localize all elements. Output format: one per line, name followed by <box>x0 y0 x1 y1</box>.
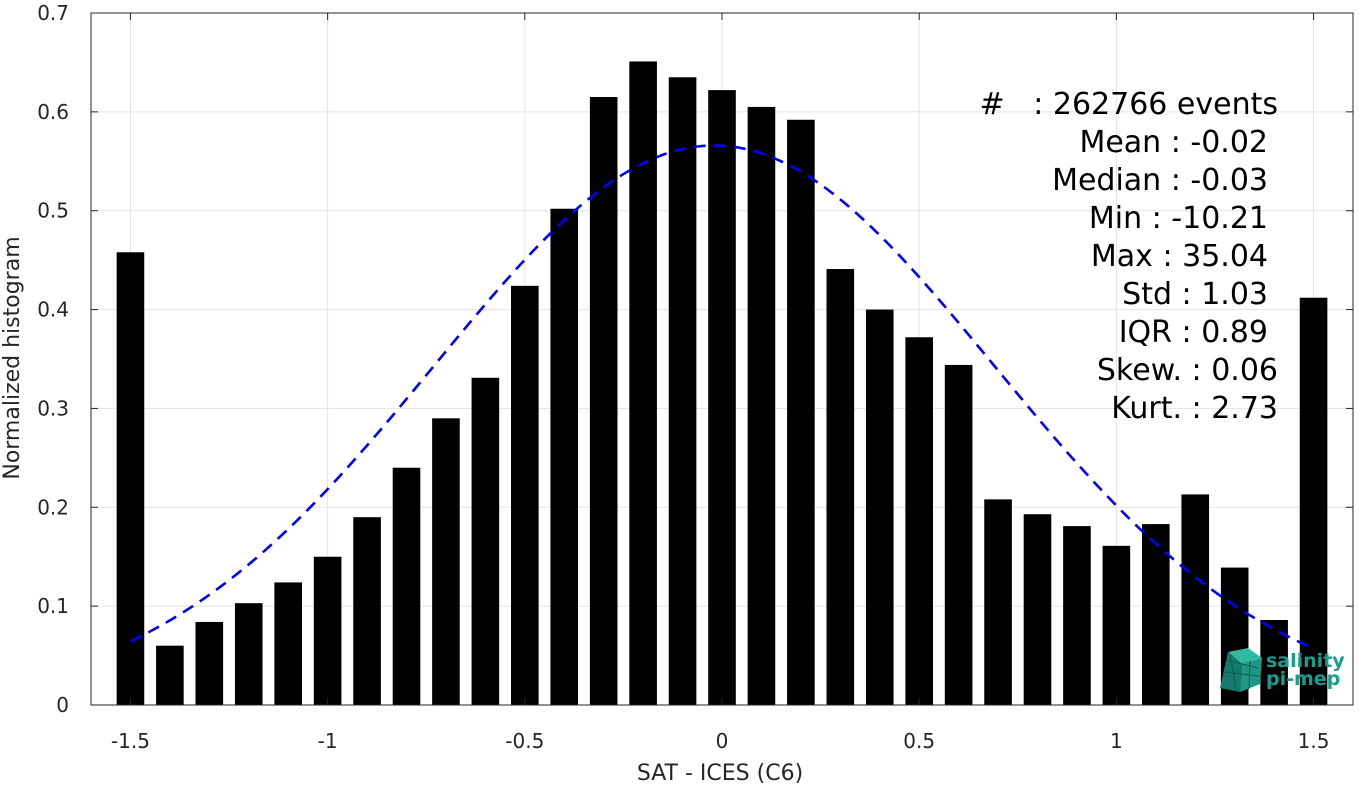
histogram-bar <box>116 252 145 705</box>
stat-std: Std : 1.03 <box>1122 277 1268 312</box>
y-tick-label: 0.3 <box>37 396 69 420</box>
histogram-bar <box>392 467 421 705</box>
x-tick-label: 1.5 <box>1298 729 1330 753</box>
x-tick-label: 0 <box>716 729 729 753</box>
histogram-bar <box>984 499 1012 705</box>
logo-text-pimep: pi-mep <box>1266 668 1340 690</box>
histogram-bar <box>905 337 933 705</box>
logo-cube-icon <box>1220 648 1262 692</box>
histogram-bar <box>1063 526 1091 705</box>
x-tick-label: -1.5 <box>111 729 150 753</box>
histogram-bar <box>353 517 381 705</box>
histogram-bar <box>156 645 184 705</box>
histogram-bar <box>747 106 776 705</box>
histogram-bar <box>668 77 697 705</box>
y-tick-label: 0.5 <box>37 199 69 223</box>
x-tick-label: -0.5 <box>505 729 544 753</box>
histogram-bar <box>589 97 618 706</box>
stat-iqr: IQR : 0.89 <box>1119 315 1268 350</box>
stat-max: Max : 35.04 <box>1091 239 1268 274</box>
y-tick-label: 0.6 <box>37 100 69 124</box>
histogram-bar <box>629 61 657 705</box>
x-axis-label: SAT - ICES (C6) <box>637 761 803 785</box>
histogram-bar <box>234 603 263 705</box>
histogram-bar <box>313 556 342 705</box>
histogram-bar <box>432 418 460 705</box>
salinity-pimep-logo: salinity pi-mep <box>1220 648 1345 692</box>
stat-kurt: Kurt. : 2.73 <box>1111 391 1278 426</box>
y-tick-label: 0 <box>56 693 69 717</box>
histogram-bar <box>865 309 894 705</box>
gaussian-fit-curve <box>129 144 1315 650</box>
statistics-box: # : 262766 events Mean : -0.02 Median : … <box>979 87 1278 426</box>
histogram-bar <box>1102 545 1131 705</box>
y-tick-labels: 0 0.1 0.2 0.3 0.4 0.5 0.6 0.7 <box>37 1 69 717</box>
histogram-bar <box>708 90 736 705</box>
stat-count: # : 262766 events <box>979 87 1278 122</box>
y-axis-label: Normalized histogram <box>0 236 25 479</box>
y-tick-label: 0.2 <box>37 495 69 519</box>
x-tick-label: 0.5 <box>903 729 935 753</box>
histogram-bar <box>1299 297 1328 705</box>
axis-ticks <box>91 12 1353 706</box>
histogram-bar <box>1023 514 1052 705</box>
stat-min: Min : -10.21 <box>1089 201 1268 236</box>
y-tick-label: 0.1 <box>37 594 69 618</box>
x-tick-label: -1 <box>318 729 338 753</box>
histogram-bar <box>274 582 302 705</box>
stat-mean: Mean : -0.02 <box>1079 125 1268 160</box>
histogram-bar <box>1181 494 1210 705</box>
histogram-bar <box>1142 524 1170 705</box>
histogram-bars <box>116 61 1328 706</box>
histogram-bar <box>787 119 815 705</box>
y-tick-label: 0.4 <box>37 298 69 322</box>
histogram-bar <box>550 208 579 706</box>
histogram-bar <box>944 364 973 705</box>
histogram-bar <box>826 269 855 705</box>
x-tick-label: 1 <box>1110 729 1123 753</box>
x-tick-labels: -1.5 -1 -0.5 0 0.5 1 1.5 <box>111 729 1330 753</box>
logo-text-salinity: salinity <box>1266 650 1345 672</box>
stat-skew: Skew. : 0.06 <box>1097 353 1278 388</box>
stat-median: Median : -0.03 <box>1052 163 1268 198</box>
histogram-bar <box>511 285 539 705</box>
y-tick-label: 0.7 <box>37 1 69 25</box>
histogram-bar <box>195 621 224 705</box>
histogram-bar <box>471 377 500 705</box>
